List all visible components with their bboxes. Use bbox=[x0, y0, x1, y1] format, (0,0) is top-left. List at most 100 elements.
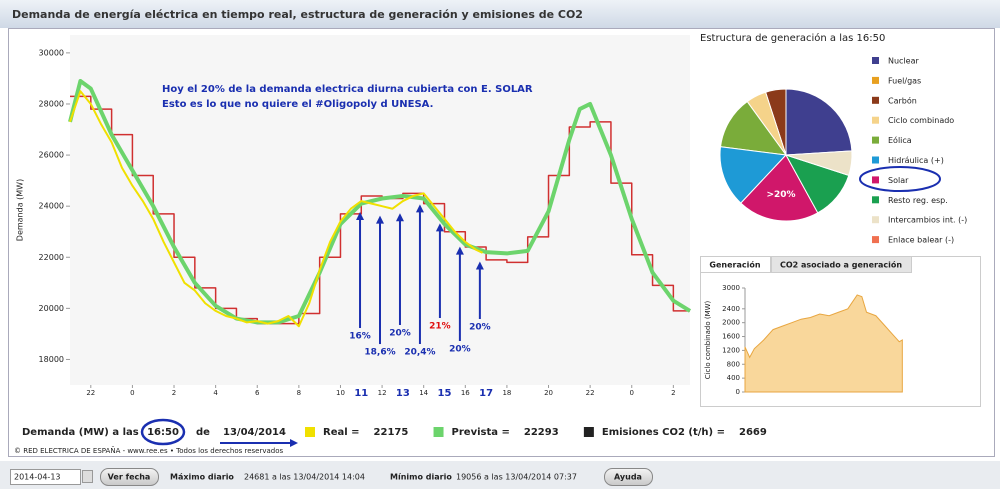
arrow-label: 16% bbox=[349, 332, 371, 342]
hour-mark: 15 bbox=[438, 388, 452, 399]
x-tick-label: 2 bbox=[172, 389, 176, 397]
date-input-text: 2014-04-13 bbox=[14, 473, 61, 482]
button-label: Ayuda bbox=[614, 473, 642, 482]
x-tick-label: 4 bbox=[213, 389, 218, 397]
status-time: 16:50 bbox=[147, 427, 179, 438]
page-title: Demanda de energía eléctrica en tiempo r… bbox=[12, 8, 583, 21]
status-swatch bbox=[305, 427, 315, 437]
x-tick-label: 8 bbox=[297, 389, 301, 397]
series-line bbox=[68, 78, 692, 325]
x-tick-label: 22 bbox=[586, 389, 595, 397]
arrow-label: 21% bbox=[429, 321, 451, 331]
legend-swatch bbox=[872, 76, 879, 84]
hour-mark: 13 bbox=[396, 388, 410, 399]
button-label: Ver fecha bbox=[108, 473, 151, 482]
x-tick-label: 20 bbox=[544, 389, 553, 397]
x-tick-label: 10 bbox=[336, 389, 345, 397]
button[interactable] bbox=[604, 468, 653, 486]
arrow-head bbox=[290, 439, 298, 447]
x-tick-label: 18 bbox=[502, 389, 511, 397]
highlight-ellipse bbox=[859, 166, 941, 192]
hour-mark: 11 bbox=[354, 388, 368, 399]
annotation: Hoy el 20% de la demanda electrica diurn… bbox=[162, 84, 533, 95]
min-value: 19056 a las 13/04/2014 07:37 bbox=[456, 473, 577, 482]
status-swatch bbox=[583, 427, 594, 437]
y-tick-label: 3000 bbox=[722, 284, 740, 292]
y-tick-label: 26000 bbox=[39, 151, 64, 160]
tab[interactable] bbox=[700, 256, 771, 273]
pie-slice bbox=[719, 146, 788, 204]
arrow-head bbox=[395, 213, 404, 222]
hour-mark: 17 bbox=[479, 388, 493, 399]
y-tick-label: 30000 bbox=[39, 48, 64, 57]
legend-label: Carbón bbox=[888, 95, 917, 105]
legend-swatch bbox=[872, 136, 879, 144]
legend-label: Nuclear bbox=[888, 57, 920, 66]
y-tick-label: 22000 bbox=[39, 253, 64, 262]
y-tick-label: 1200 bbox=[722, 346, 740, 354]
legend-label: Enlace balear (-) bbox=[888, 236, 954, 245]
y-tick-label: 18000 bbox=[39, 355, 64, 364]
arrow-label: 18,6% bbox=[364, 348, 395, 358]
y-tick-label: 0 bbox=[736, 388, 740, 396]
slice-label: >20% bbox=[766, 190, 795, 200]
y-tick-label: 1600 bbox=[722, 333, 740, 341]
legend-label: Fuel/gas bbox=[888, 76, 921, 85]
legend-label: Resto reg. esp. bbox=[888, 196, 948, 205]
date-input[interactable] bbox=[10, 469, 81, 485]
calendar-icon[interactable] bbox=[82, 470, 93, 483]
tab-label: Generación bbox=[709, 260, 760, 270]
legend-swatch bbox=[872, 156, 879, 164]
arrow-head bbox=[475, 261, 484, 270]
y-tick-label: 28000 bbox=[39, 99, 64, 108]
y-tick-label: 20000 bbox=[39, 304, 64, 313]
arrow-label: 20,4% bbox=[404, 348, 435, 358]
y-tick-label: 800 bbox=[727, 360, 740, 368]
button[interactable] bbox=[100, 468, 159, 486]
y-tick-label: 2400 bbox=[722, 305, 740, 313]
panel bbox=[8, 28, 995, 457]
status-swatch bbox=[433, 427, 444, 437]
pie-title: Estructura de generación a las 16:50 bbox=[700, 32, 885, 44]
min-label: Mínimo diario bbox=[390, 473, 452, 482]
max-value: 24681 a las 13/04/2014 14:04 bbox=[244, 473, 365, 482]
copyright: © RED ELECTRICA DE ESPAÑA - www.ree.es •… bbox=[14, 446, 283, 455]
legend-swatch bbox=[872, 176, 879, 184]
legend-swatch bbox=[872, 236, 879, 244]
arrow-head bbox=[356, 211, 365, 220]
x-tick-label: 0 bbox=[630, 389, 634, 397]
area-y-label: Ciclo combinado (MW) bbox=[704, 300, 712, 379]
annotation: Esto es lo que no quiere el #Oligopoly d… bbox=[162, 99, 433, 110]
highlight-ellipse bbox=[140, 418, 186, 446]
status-date: 13/04/2014 bbox=[223, 427, 286, 438]
status-de: de bbox=[196, 427, 210, 438]
legend-label: Ciclo combinado bbox=[888, 116, 954, 125]
status-item-value: 22293 bbox=[524, 427, 559, 438]
legend-label: Eólica bbox=[888, 135, 912, 145]
pie-slice bbox=[785, 88, 853, 156]
status-item-label: Prevista = bbox=[452, 427, 510, 438]
area bbox=[744, 294, 903, 393]
status-item-value: 22175 bbox=[374, 427, 409, 438]
pie-slice bbox=[740, 154, 819, 222]
y-tick-label: 400 bbox=[727, 374, 740, 382]
max-label: Máximo diario bbox=[170, 473, 234, 482]
arrow-head bbox=[415, 204, 424, 213]
arrow-label: 20% bbox=[389, 329, 411, 339]
x-tick-label: 16 bbox=[461, 389, 470, 397]
header-bar bbox=[0, 0, 1000, 28]
x-tick-label: 14 bbox=[419, 389, 428, 397]
legend-swatch bbox=[872, 216, 879, 224]
x-tick-label: 6 bbox=[255, 389, 260, 397]
arrow-head bbox=[455, 246, 464, 255]
legend-swatch bbox=[872, 57, 879, 64]
legend-swatch bbox=[872, 196, 879, 204]
arrow-label: 20% bbox=[469, 323, 491, 333]
legend-swatch bbox=[872, 96, 879, 104]
tab[interactable] bbox=[771, 256, 912, 273]
status-item-value: 2669 bbox=[739, 427, 767, 438]
status-items: Real = 22175 Prevista = 22293 Emisiones CO2 … bbox=[305, 427, 767, 438]
y-axis-label: Demanda (MW) bbox=[16, 179, 25, 241]
status-label: Demanda (MW) a las bbox=[22, 427, 139, 438]
